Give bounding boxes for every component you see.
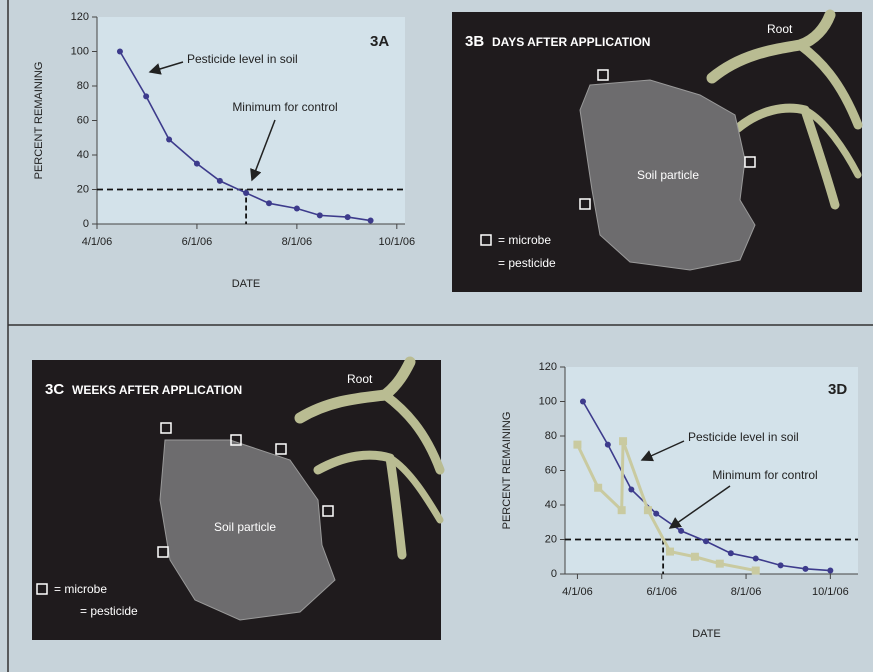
point — [294, 205, 300, 211]
figure: 3B DAYS AFTER APPLICATION Root Soil part… — [0, 0, 873, 672]
y-axis-title: PERCENT REMAINING — [33, 62, 45, 180]
y-tick-label: 20 — [545, 533, 557, 545]
y-tick-label: 0 — [83, 218, 89, 230]
panel-label: 3D — [828, 381, 847, 398]
point — [143, 93, 149, 99]
panel-label: 3C — [45, 381, 64, 398]
point — [644, 506, 652, 514]
point — [753, 555, 759, 561]
panel-title: DAYS AFTER APPLICATION — [492, 35, 650, 49]
diagram-3b: 3B DAYS AFTER APPLICATION Root Soil part… — [452, 12, 862, 292]
point — [194, 161, 200, 167]
y-tick-label: 100 — [539, 395, 557, 407]
point — [618, 506, 626, 514]
point — [703, 538, 709, 544]
particle-label: Soil particle — [637, 168, 699, 182]
point — [691, 553, 699, 561]
x-tick-label: 6/1/06 — [646, 586, 677, 598]
point — [217, 178, 223, 184]
point — [243, 190, 249, 196]
y-tick-label: 40 — [77, 149, 89, 161]
point — [653, 511, 659, 517]
legend-text: = pesticide — [80, 604, 138, 618]
point — [716, 560, 724, 568]
y-tick-label: 80 — [545, 430, 557, 442]
x-tick-label: 10/1/06 — [378, 236, 415, 248]
point — [752, 567, 760, 575]
y-tick-label: 20 — [77, 183, 89, 195]
x-tick-label: 8/1/06 — [282, 236, 313, 248]
point — [266, 200, 272, 206]
annotation: Minimum for control — [232, 100, 337, 114]
root-label: Root — [347, 372, 373, 386]
point — [117, 49, 123, 55]
point — [317, 212, 323, 218]
particle-label: Soil particle — [214, 520, 276, 534]
x-axis-title: DATE — [692, 628, 721, 640]
x-tick-label: 4/1/06 — [562, 586, 593, 598]
legend-text: = pesticide — [498, 256, 556, 270]
point — [827, 568, 833, 574]
x-tick-label: 4/1/06 — [82, 236, 113, 248]
point — [628, 486, 634, 492]
y-tick-label: 120 — [539, 361, 557, 373]
point — [778, 562, 784, 568]
root-label: Root — [767, 22, 793, 36]
point — [802, 566, 808, 572]
x-tick-label: 10/1/06 — [812, 586, 849, 598]
point — [678, 528, 684, 534]
point — [345, 214, 351, 220]
point — [619, 437, 627, 445]
legend-text: = microbe — [498, 233, 551, 247]
point — [605, 442, 611, 448]
y-tick-label: 60 — [77, 114, 89, 126]
y-axis-title: PERCENT REMAINING — [501, 412, 513, 530]
plot-area — [97, 17, 405, 224]
page: {"chart_data": [ {"type": "line", "panel… — [0, 0, 873, 672]
x-axis-title: DATE — [232, 278, 261, 290]
panel-title: WEEKS AFTER APPLICATION — [72, 383, 242, 397]
point — [728, 550, 734, 556]
y-tick-label: 60 — [545, 464, 557, 476]
annotation: Minimum for control — [712, 468, 817, 482]
annotation: Pesticide level in soil — [187, 52, 298, 66]
point — [580, 399, 586, 405]
x-tick-label: 8/1/06 — [731, 586, 762, 598]
y-tick-label: 40 — [545, 499, 557, 511]
point — [594, 484, 602, 492]
point — [368, 218, 374, 224]
point — [166, 136, 172, 142]
point — [666, 548, 674, 556]
panel-label: 3A — [370, 33, 389, 50]
panel-label: 3B — [465, 33, 484, 50]
diagram-3c: 3C WEEKS AFTER APPLICATION Root Soil par… — [32, 360, 441, 640]
legend-text: = microbe — [54, 582, 107, 596]
y-tick-label: 120 — [71, 11, 89, 23]
annotation: Pesticide level in soil — [688, 430, 799, 444]
x-tick-label: 6/1/06 — [182, 236, 213, 248]
y-tick-label: 80 — [77, 80, 89, 92]
point — [573, 441, 581, 449]
y-tick-label: 0 — [551, 568, 557, 580]
y-tick-label: 100 — [71, 45, 89, 57]
